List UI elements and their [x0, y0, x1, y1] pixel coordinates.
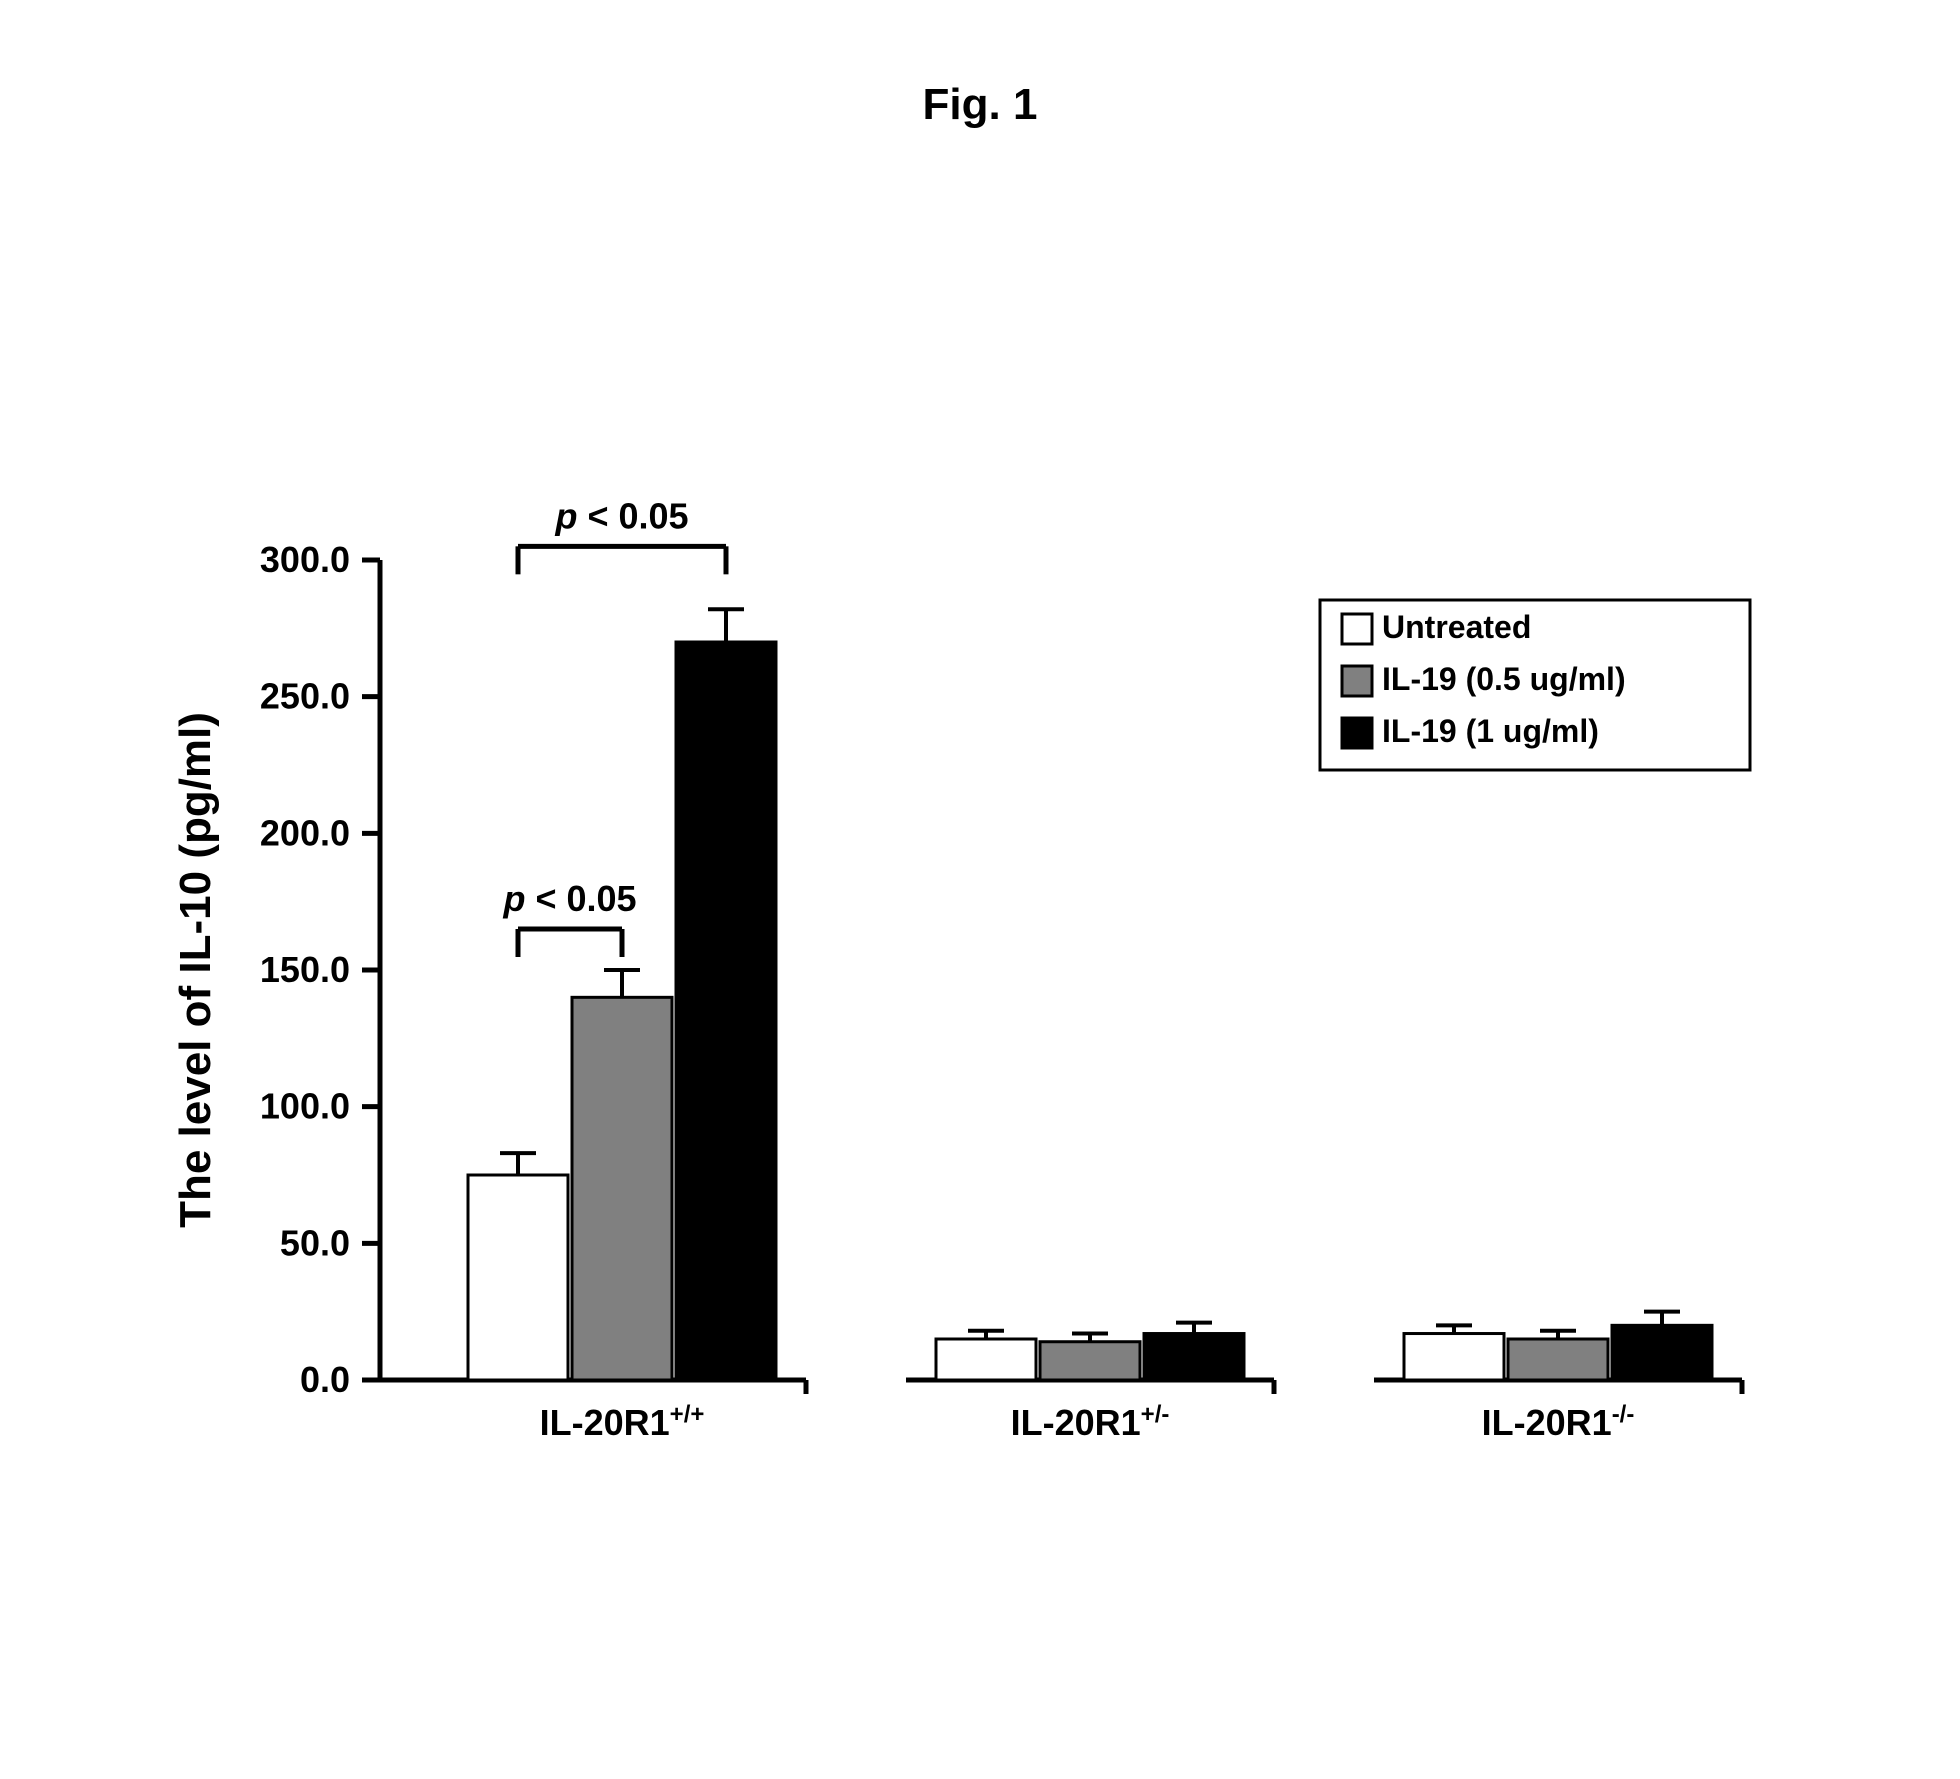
bar: [468, 1175, 568, 1380]
chart-container: 0.0 50.0 100.0 150.0 200.0 250.0 300.0 The leve…: [140, 380, 1820, 1580]
legend-label: IL-19 (1 ug/ml): [1382, 713, 1599, 749]
svg-text:250.0: 250.0: [260, 676, 350, 717]
legend-swatch: [1342, 666, 1372, 696]
svg-text:150.0: 150.0: [260, 949, 350, 990]
legend-swatch: [1342, 718, 1372, 748]
bar: [1508, 1339, 1608, 1380]
bar: [1612, 1325, 1712, 1380]
bar: [676, 642, 776, 1380]
significance-label: p < 0.05: [554, 495, 688, 536]
svg-text:100.0: 100.0: [260, 1086, 350, 1127]
y-axis-label: The level of IL-10 (pg/ml): [171, 712, 220, 1228]
bar: [936, 1339, 1036, 1380]
bar-chart: 0.0 50.0 100.0 150.0 200.0 250.0 300.0 The leve…: [140, 380, 1820, 1580]
svg-text:200.0: 200.0: [260, 812, 350, 853]
page: Fig. 1 0.0 50.0 100.0 150.0 200.0 250.0 300.0 T…: [0, 0, 1960, 1779]
group-label: IL-20R1+/+: [540, 1401, 705, 1444]
legend-label: Untreated: [1382, 609, 1531, 645]
bar: [1040, 1342, 1140, 1380]
bar: [1144, 1334, 1244, 1380]
svg-text:300.0: 300.0: [260, 539, 350, 580]
legend-swatch: [1342, 614, 1372, 644]
svg-text:50.0: 50.0: [280, 1222, 350, 1263]
group-label: IL-20R1+/-: [1011, 1401, 1170, 1444]
legend-label: IL-19 (0.5 ug/ml): [1382, 661, 1626, 697]
bar: [572, 997, 672, 1380]
svg-text:0.0: 0.0: [300, 1359, 350, 1400]
bar: [1404, 1334, 1504, 1380]
figure-title: Fig. 1: [0, 80, 1960, 130]
group-label: IL-20R1-/-: [1482, 1401, 1635, 1444]
significance-label: p < 0.05: [502, 878, 636, 919]
